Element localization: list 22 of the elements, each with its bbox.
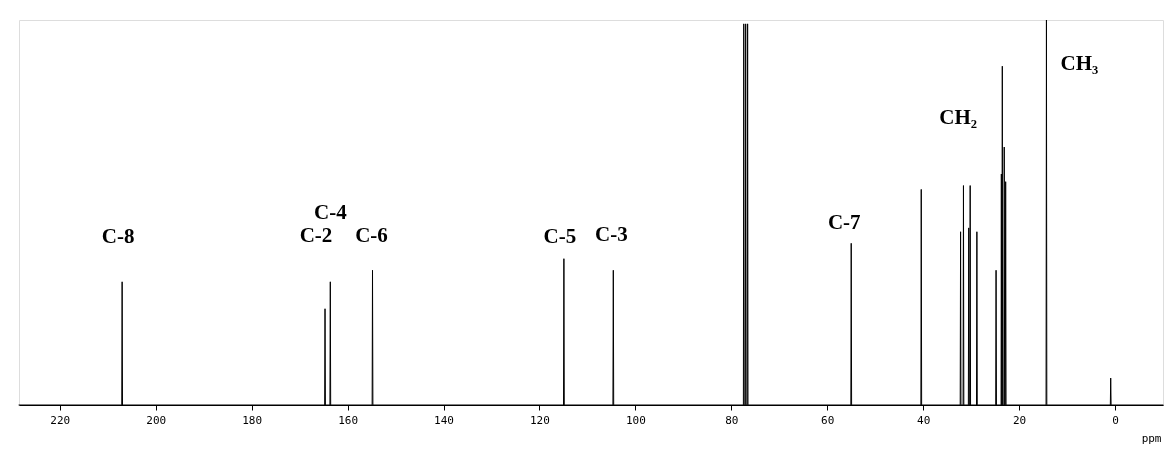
x-tick-label: 220 (50, 413, 71, 427)
annotation: C-3 (594, 222, 628, 247)
x-tick-label: 200 (146, 413, 167, 427)
annotation: C-7 (827, 210, 861, 235)
annotation: C-6 (355, 223, 388, 248)
x-axis-title: ppm (1141, 431, 1162, 445)
x-tick-label: 40 (917, 413, 931, 427)
annotation: C-8 (101, 223, 135, 248)
x-tick-label: 0 (1112, 413, 1119, 427)
x-tick-label: 160 (338, 413, 359, 427)
x-tick-label: 20 (1012, 413, 1027, 427)
annotation: C-4 (313, 199, 348, 224)
x-tick-label: 60 (821, 413, 835, 427)
annotation: C-5 (543, 223, 577, 248)
annotation: C-2 (299, 222, 333, 247)
x-tick-label: 120 (530, 413, 550, 427)
annotation: CH₂ (939, 104, 978, 129)
annotation: CH₃ (1060, 51, 1099, 75)
x-tick-label: 100 (625, 413, 646, 427)
x-tick-label: 80 (725, 413, 739, 427)
x-tick-label: 180 (242, 413, 263, 427)
x-tick-label: 140 (434, 413, 454, 427)
